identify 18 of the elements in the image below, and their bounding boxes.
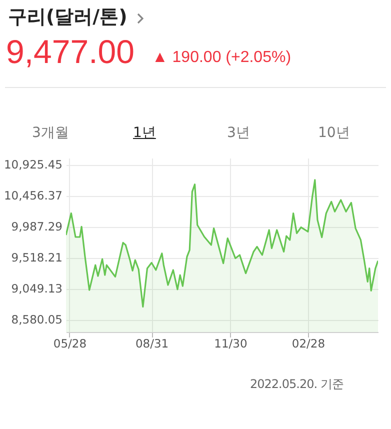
x-tick-label: 08/31 xyxy=(135,336,169,350)
y-tick-label: 8,580.05 xyxy=(11,312,62,327)
y-tick-label: 9,987.29 xyxy=(11,219,62,234)
text: 1년 xyxy=(133,124,156,142)
text: 3년 xyxy=(227,124,250,142)
chart-title: 구리(달러/톤) xyxy=(8,5,128,30)
y-tick-label: 9,518.21 xyxy=(11,250,62,265)
text: 2022.05.20. 기준 xyxy=(250,376,344,393)
y-tick-label: 9,049.13 xyxy=(11,282,62,296)
text: ▲ 190.00 (+2.05%) xyxy=(152,49,292,67)
y-tick-label: 10,925.45 xyxy=(4,157,62,172)
text: 9,477.00 xyxy=(6,33,134,71)
y-tick-label: 10,456.37 xyxy=(4,188,62,202)
x-tick-label: 05/28 xyxy=(53,336,87,350)
text: 10년 xyxy=(318,124,350,142)
x-tick-label: 11/30 xyxy=(214,336,248,350)
text: 3개월 xyxy=(32,124,69,142)
x-tick-label: 02/28 xyxy=(292,336,326,350)
